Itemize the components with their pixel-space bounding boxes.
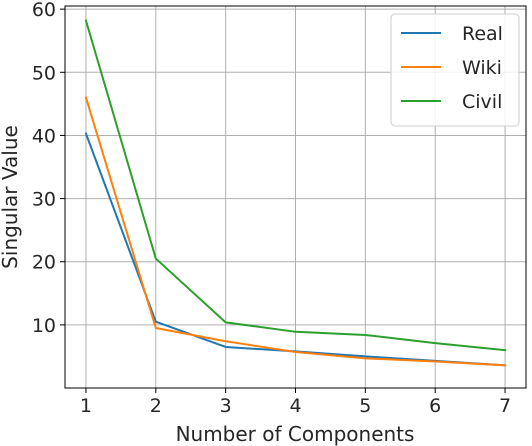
legend-label-wiki: Wiki [462, 57, 502, 79]
x-tick-label: 1 [80, 395, 92, 417]
x-tick-label: 4 [289, 395, 301, 417]
legend: Real Wiki Civil [390, 13, 520, 127]
x-tick-label: 3 [220, 395, 232, 417]
y-tick-label: 10 [32, 315, 56, 337]
series-line-wiki [84, 96, 507, 367]
y-tick-label: 20 [32, 252, 56, 274]
x-tick-label: 5 [359, 395, 371, 417]
x-tick-label: 7 [499, 395, 511, 417]
y-axis-label: Singular Value [0, 125, 22, 269]
legend-label-real: Real [462, 23, 503, 45]
y-tick-label: 50 [32, 62, 56, 84]
y-tick-label: 60 [32, 0, 56, 21]
series-lines [84, 19, 507, 367]
series-line-civil [84, 19, 507, 352]
legend-box [390, 13, 520, 127]
y-tick-label: 30 [32, 189, 56, 211]
legend-label-civil: Civil [462, 91, 502, 113]
axis-ticks: 1 2 3 4 5 6 7 10 20 30 40 50 60 [32, 0, 511, 417]
y-tick-label: 40 [32, 125, 56, 147]
x-tick-label: 6 [429, 395, 441, 417]
x-axis-label: Number of Components [176, 422, 415, 446]
x-tick-label: 2 [150, 395, 162, 417]
